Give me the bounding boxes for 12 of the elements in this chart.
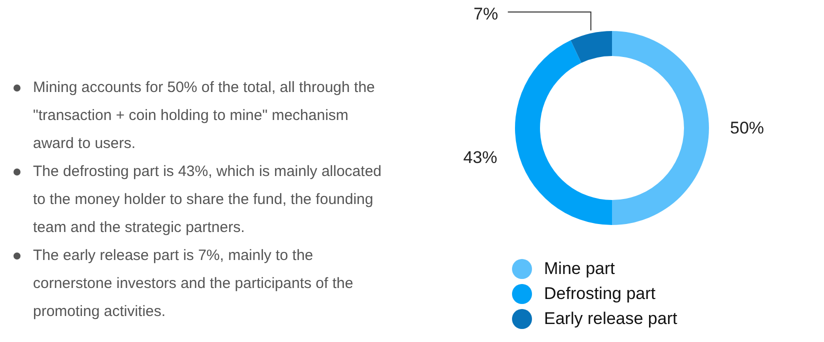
text: The early release part is 7%, mainly to the cornerstone investors and the participants of the promoting activities. — [33, 247, 354, 320]
text: Mining accounts for 50% of the total, all through the "transaction + coin holding to mine" mechanism award to users. — [33, 79, 375, 152]
donut-slice — [612, 31, 709, 225]
legend-label: Defrosting part — [544, 284, 656, 304]
text: The defrosting part is 43%, which is mainly allocated to the money holder to share the fund, the founding team and the strategic partners. — [33, 163, 382, 236]
data-label: 7% — [474, 4, 498, 24]
donut-slice — [570, 31, 612, 63]
data-label: 50% — [730, 118, 764, 138]
donut-slice — [515, 40, 612, 225]
legend-label: Early release part — [544, 308, 678, 328]
data-label: 43% — [463, 148, 498, 167]
legend-label: Mine part — [544, 258, 615, 278]
